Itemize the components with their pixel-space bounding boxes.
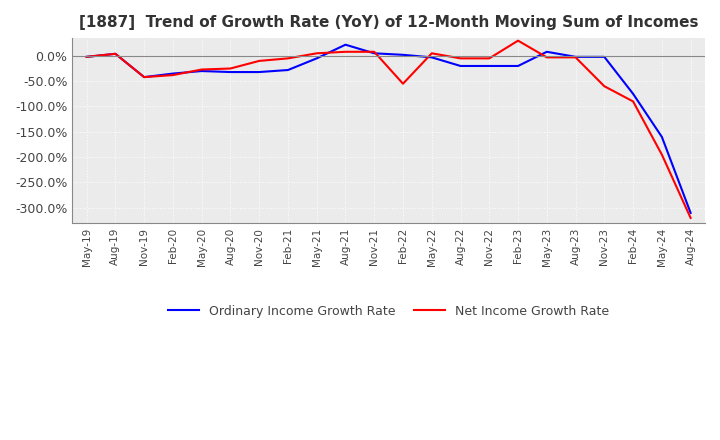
Ordinary Income Growth Rate: [284, 67, 292, 73]
Net Income Growth Rate: [168, 73, 177, 78]
Ordinary Income Growth Rate: [226, 70, 235, 75]
Ordinary Income Growth Rate: [657, 134, 666, 139]
Line: Ordinary Income Growth Rate: Ordinary Income Growth Rate: [86, 45, 690, 213]
Net Income Growth Rate: [514, 38, 523, 43]
Net Income Growth Rate: [140, 74, 148, 80]
Net Income Growth Rate: [571, 55, 580, 60]
Net Income Growth Rate: [542, 55, 551, 60]
Ordinary Income Growth Rate: [312, 56, 321, 61]
Ordinary Income Growth Rate: [514, 63, 523, 69]
Line: Net Income Growth Rate: Net Income Growth Rate: [86, 40, 690, 218]
Net Income Growth Rate: [111, 51, 120, 56]
Net Income Growth Rate: [657, 152, 666, 157]
Ordinary Income Growth Rate: [370, 51, 379, 56]
Net Income Growth Rate: [629, 99, 637, 104]
Ordinary Income Growth Rate: [571, 54, 580, 59]
Net Income Growth Rate: [485, 56, 494, 61]
Net Income Growth Rate: [284, 56, 292, 61]
Ordinary Income Growth Rate: [255, 70, 264, 75]
Net Income Growth Rate: [312, 51, 321, 56]
Net Income Growth Rate: [370, 49, 379, 55]
Ordinary Income Growth Rate: [168, 71, 177, 76]
Ordinary Income Growth Rate: [600, 54, 608, 59]
Ordinary Income Growth Rate: [542, 49, 551, 55]
Net Income Growth Rate: [428, 51, 436, 56]
Ordinary Income Growth Rate: [140, 74, 148, 80]
Net Income Growth Rate: [399, 81, 408, 86]
Ordinary Income Growth Rate: [111, 51, 120, 56]
Ordinary Income Growth Rate: [629, 91, 637, 96]
Ordinary Income Growth Rate: [197, 68, 206, 73]
Net Income Growth Rate: [341, 49, 350, 55]
Net Income Growth Rate: [226, 66, 235, 71]
Ordinary Income Growth Rate: [456, 63, 465, 69]
Ordinary Income Growth Rate: [686, 210, 695, 216]
Ordinary Income Growth Rate: [399, 52, 408, 58]
Legend: Ordinary Income Growth Rate, Net Income Growth Rate: Ordinary Income Growth Rate, Net Income …: [163, 300, 615, 323]
Ordinary Income Growth Rate: [485, 63, 494, 69]
Net Income Growth Rate: [686, 215, 695, 220]
Ordinary Income Growth Rate: [341, 42, 350, 48]
Net Income Growth Rate: [255, 58, 264, 63]
Net Income Growth Rate: [456, 56, 465, 61]
Net Income Growth Rate: [197, 67, 206, 72]
Title: [1887]  Trend of Growth Rate (YoY) of 12-Month Moving Sum of Incomes: [1887] Trend of Growth Rate (YoY) of 12-…: [79, 15, 698, 30]
Net Income Growth Rate: [82, 54, 91, 59]
Net Income Growth Rate: [600, 84, 608, 89]
Ordinary Income Growth Rate: [82, 54, 91, 59]
Ordinary Income Growth Rate: [428, 55, 436, 60]
